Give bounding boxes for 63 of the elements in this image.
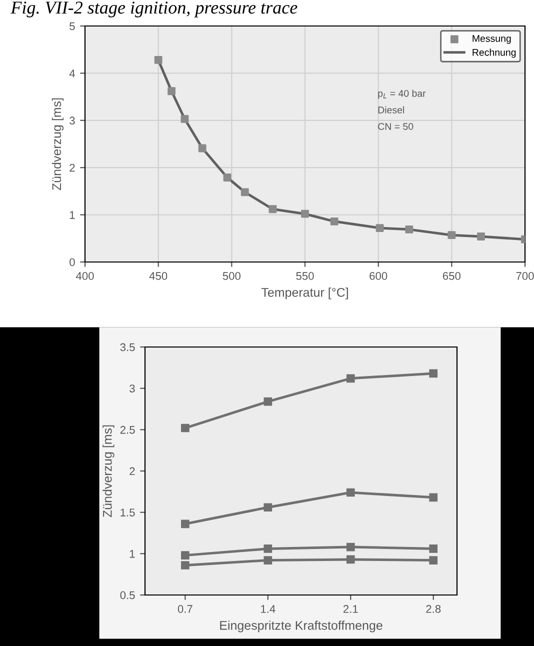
y-axis-title: Zündverzug [ms] — [52, 98, 64, 190]
x-tick-label: 450 — [149, 272, 168, 280]
point — [154, 56, 162, 64]
y-tick-label: 4 — [69, 70, 75, 78]
y-tick-label: 0 — [70, 258, 75, 266]
point — [181, 520, 190, 528]
point — [477, 232, 485, 240]
y-tick-label: 2 — [130, 467, 135, 476]
point — [168, 87, 176, 96]
point — [301, 210, 309, 218]
y-tick-label: 3 — [130, 384, 135, 392]
y-tick-label: 3.5 — [120, 343, 135, 352]
y-tick-label: 1 — [130, 550, 135, 558]
annotation: p$_{L}$ = 40 bar — [378, 90, 426, 99]
x-tick-label: 400 — [76, 272, 94, 280]
point — [429, 369, 438, 378]
x-axis-title: Eingespritzte Kraftstoffmenge — [220, 620, 382, 632]
annotation: CN = 50 — [378, 123, 414, 130]
point — [429, 556, 438, 564]
x-tick-label: 500 — [222, 272, 240, 280]
point — [346, 374, 355, 383]
y-tick-label: 0.5 — [120, 591, 135, 600]
point — [405, 225, 414, 234]
x-tick-label: 700 — [516, 272, 534, 280]
x-tick-label: 1.4 — [261, 605, 276, 613]
point — [223, 174, 232, 182]
y-tick-label: 1 — [70, 211, 75, 219]
x-tick-label: 550 — [296, 272, 314, 280]
legend-label: Messung — [472, 35, 511, 44]
x-tick-label: 600 — [370, 272, 388, 280]
chart-title: Fig. VII-2 stage ignition, pressure trace — [10, 2, 298, 18]
x-axis-title: Temperatur [°C] — [261, 288, 348, 300]
y-tick-label: 3 — [70, 116, 75, 125]
x-tick-label: 0.7 — [178, 605, 192, 613]
point — [376, 224, 384, 232]
point — [346, 488, 355, 497]
point — [240, 188, 249, 196]
x-tick-label: 2.1 — [343, 605, 358, 613]
point — [181, 424, 190, 432]
y-tick-label: 5 — [70, 22, 75, 30]
point — [264, 544, 272, 553]
point — [429, 493, 438, 502]
point — [264, 397, 272, 406]
point — [330, 217, 338, 226]
point — [346, 542, 355, 552]
y-tick-label: 1.5 — [120, 508, 135, 516]
point — [198, 144, 206, 152]
point — [181, 561, 190, 570]
point — [448, 231, 456, 240]
annotation: Diesel — [378, 106, 404, 114]
point — [264, 503, 272, 512]
legend-label: Rechnung — [472, 48, 516, 58]
y-tick-label: 2.5 — [120, 426, 135, 434]
x-tick-label: 2.8 — [426, 605, 441, 613]
point — [429, 544, 438, 553]
point — [180, 115, 189, 123]
y-tick-label: 2 — [70, 164, 75, 172]
point — [264, 556, 272, 564]
point — [346, 555, 355, 564]
point — [268, 205, 277, 214]
point — [181, 551, 190, 560]
y-axis-title: Zündverzug [ms] — [102, 425, 114, 518]
x-tick-label: 650 — [442, 272, 460, 280]
